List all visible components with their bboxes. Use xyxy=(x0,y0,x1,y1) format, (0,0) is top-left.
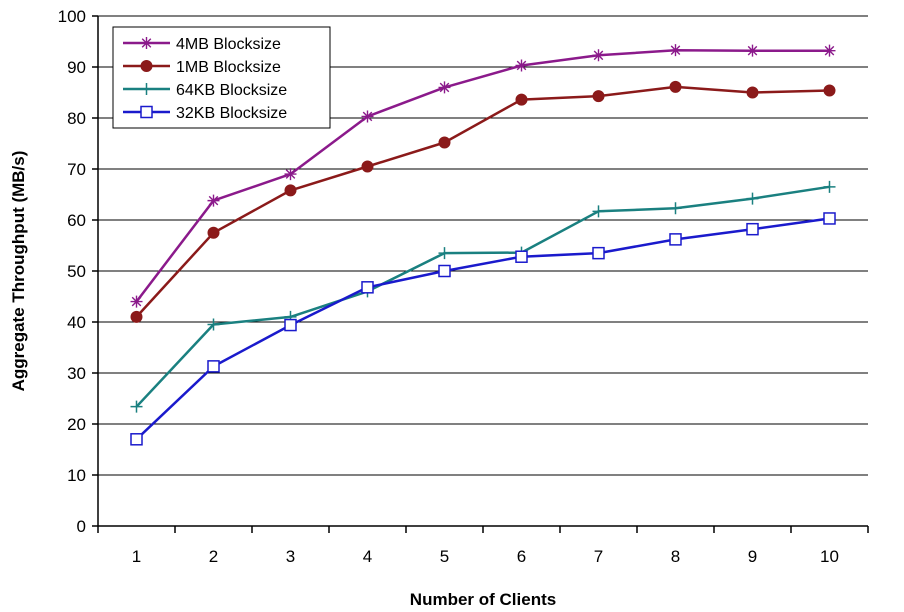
data-point xyxy=(438,247,451,260)
data-point xyxy=(669,233,682,246)
y-axis-title: Aggregate Throughput (MB/s) xyxy=(9,151,28,392)
x-tick-label: 9 xyxy=(748,547,757,566)
x-tick-label: 10 xyxy=(820,547,839,566)
data-point xyxy=(746,44,759,57)
data-point xyxy=(207,194,220,207)
series-2 xyxy=(130,180,836,413)
y-tick-label: 50 xyxy=(67,262,86,281)
legend: 4MB Blocksize 1MB Blocksize 64KB Blocksize… xyxy=(112,26,331,129)
data-point xyxy=(592,246,605,260)
series-line xyxy=(135,85,830,318)
data-point xyxy=(130,295,143,308)
x-axis-title: Number of Clients xyxy=(410,590,556,609)
x-ticks: 1 2 3 4 5 6 7 8 9 10 xyxy=(97,526,869,566)
series-line xyxy=(135,48,830,303)
series-line xyxy=(135,217,830,441)
data-point xyxy=(823,44,836,57)
y-tick-label: 60 xyxy=(67,211,86,230)
data-point xyxy=(746,222,759,236)
series-1 xyxy=(130,80,836,323)
legend-label: 1MB Blocksize xyxy=(176,59,281,76)
data-point xyxy=(592,49,605,62)
data-point xyxy=(130,400,143,413)
data-point xyxy=(592,205,605,218)
legend-label: 4MB Blocksize xyxy=(176,36,281,53)
data-point xyxy=(130,433,143,446)
data-point xyxy=(669,80,682,93)
data-point xyxy=(130,310,143,323)
data-point xyxy=(207,360,220,373)
y-tick-label: 40 xyxy=(67,313,86,332)
series-3 xyxy=(130,212,836,446)
legend-item: 4MB Blocksize xyxy=(123,36,281,53)
y-tick-label: 10 xyxy=(67,466,86,485)
data-point xyxy=(438,264,451,278)
x-tick-label: 3 xyxy=(286,547,295,566)
legend-swatch-marker xyxy=(140,83,153,95)
data-point xyxy=(438,81,451,94)
y-tick-label: 70 xyxy=(67,160,86,179)
data-point xyxy=(746,192,759,205)
legend-item: 64KB Blocksize xyxy=(123,82,287,99)
data-point xyxy=(669,44,682,57)
x-tick-label: 8 xyxy=(671,547,680,566)
x-tick-label: 7 xyxy=(594,547,603,566)
data-point xyxy=(515,93,528,106)
data-point xyxy=(207,226,220,239)
data-point xyxy=(284,184,297,197)
y-tick-label: 20 xyxy=(67,415,86,434)
legend-swatch-marker xyxy=(140,60,153,72)
legend-item: 32KB Blocksize xyxy=(123,105,287,122)
data-point xyxy=(515,250,528,263)
data-point xyxy=(669,202,682,215)
x-tick-label: 5 xyxy=(440,547,449,566)
legend-label: 32KB Blocksize xyxy=(176,105,287,122)
data-point xyxy=(438,136,451,149)
y-tick-label: 90 xyxy=(67,58,86,77)
legend-item: 1MB Blocksize xyxy=(123,59,281,76)
data-point xyxy=(823,180,836,193)
data-point xyxy=(361,110,374,123)
y-tick-label: 0 xyxy=(77,517,86,536)
x-tick-label: 4 xyxy=(363,547,372,566)
data-point xyxy=(592,90,605,103)
legend-label: 64KB Blocksize xyxy=(176,82,287,99)
y-ticks: 0 10 20 30 40 50 60 70 80 90 100 xyxy=(58,7,98,536)
series-0 xyxy=(130,44,836,308)
y-tick-label: 80 xyxy=(67,109,86,128)
legend-swatch-marker xyxy=(140,37,153,49)
y-tick-label: 100 xyxy=(58,7,86,26)
x-tick-label: 1 xyxy=(132,547,141,566)
data-point xyxy=(284,318,297,332)
series xyxy=(130,44,836,446)
series-line xyxy=(135,185,830,408)
x-tick-label: 6 xyxy=(517,547,526,566)
x-tick-label: 2 xyxy=(209,547,218,566)
data-point xyxy=(515,59,528,72)
data-point xyxy=(746,86,759,99)
data-point xyxy=(284,168,297,181)
data-point xyxy=(207,318,220,331)
data-point xyxy=(823,84,836,97)
legend-swatch-marker xyxy=(140,105,153,119)
data-point xyxy=(361,281,374,294)
data-point xyxy=(361,160,374,173)
data-point xyxy=(823,212,836,225)
y-tick-label: 30 xyxy=(67,364,86,383)
